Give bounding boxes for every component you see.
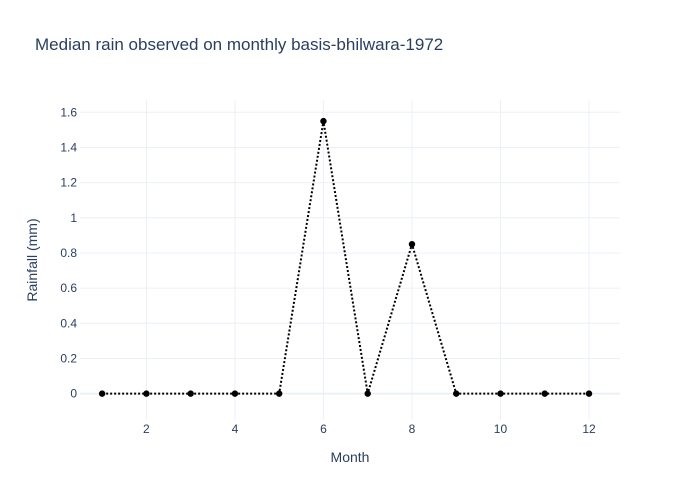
y-tick-label: 1.6 xyxy=(60,105,77,119)
data-point xyxy=(585,390,593,397)
y-axis-ticks: 0 0.2 0.4 0.6 0.8 1 1.2 1.4 1.6 xyxy=(60,105,77,400)
series-rainfall xyxy=(98,117,593,397)
x-axis-title: Month xyxy=(331,449,370,465)
y-tick-label: 1.4 xyxy=(60,140,77,154)
series-line xyxy=(102,120,590,395)
data-point xyxy=(187,390,194,397)
y-tick-label: 0 xyxy=(70,387,77,401)
y-tick-label: 0.8 xyxy=(60,246,77,260)
y-axis-title: Rainfall (mm) xyxy=(24,218,40,301)
x-tick-label: 6 xyxy=(320,422,327,436)
grid xyxy=(80,100,620,420)
y-tick-label: 1.2 xyxy=(60,176,77,190)
y-tick-label: 0.4 xyxy=(60,316,77,330)
x-tick-label: 8 xyxy=(409,422,416,436)
x-tick-label: 10 xyxy=(494,422,508,436)
y-tick-label: 0.6 xyxy=(60,281,77,295)
data-point xyxy=(364,390,371,397)
x-tick-label: 12 xyxy=(582,422,596,436)
data-point xyxy=(541,390,548,397)
y-tick-label: 1 xyxy=(70,211,77,225)
y-tick-label: 0.2 xyxy=(60,351,77,365)
x-axis-ticks: 2 4 6 8 10 12 xyxy=(143,422,596,436)
x-tick-label: 4 xyxy=(232,422,239,436)
data-point xyxy=(453,390,460,397)
data-point xyxy=(275,390,283,397)
data-point xyxy=(143,390,150,397)
data-point xyxy=(408,240,416,248)
data-point xyxy=(231,390,239,397)
data-point xyxy=(497,390,504,397)
data-point xyxy=(320,117,327,125)
x-tick-label: 2 xyxy=(143,422,150,436)
chart-title: Median rain observed on monthly basis-bh… xyxy=(35,35,443,54)
data-point xyxy=(98,390,106,397)
